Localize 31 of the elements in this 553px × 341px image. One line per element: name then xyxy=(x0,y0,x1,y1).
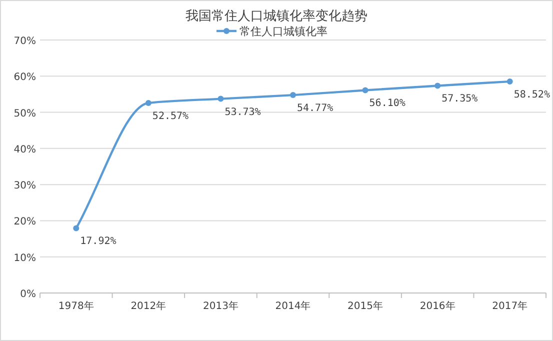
y-tick-label: 10% xyxy=(14,252,36,264)
y-tick-label: 70% xyxy=(14,36,36,47)
point xyxy=(506,78,513,84)
data-label: 53.73% xyxy=(224,106,261,118)
point xyxy=(434,82,441,89)
y-tick-label: 50% xyxy=(14,108,36,120)
data-label: 17.92% xyxy=(80,236,116,248)
data-label: 52.57% xyxy=(152,110,189,122)
data-label: 58.52% xyxy=(514,89,550,100)
x-tick-label: 2015年 xyxy=(348,300,384,312)
chart-title: 我国常住人口城镇化率变化趋势 xyxy=(186,8,368,24)
data-label: 54.77% xyxy=(297,103,334,114)
y-tick-label: 20% xyxy=(14,216,36,228)
x-tick-label: 2013年 xyxy=(202,300,238,312)
point xyxy=(362,87,368,94)
x-tick-label: 1978年 xyxy=(58,300,94,312)
x-tick-label: 2012年 xyxy=(130,300,166,312)
x-tick-label: 2017年 xyxy=(492,300,528,312)
legend-label: 常住人口城镇化率 xyxy=(240,25,328,38)
y-tick-label: 0% xyxy=(20,289,36,300)
point xyxy=(218,96,224,102)
data-label: 57.35% xyxy=(442,94,478,105)
x-tick-label: 2016年 xyxy=(420,300,456,312)
data-label: 56.10% xyxy=(369,98,406,110)
point xyxy=(290,92,296,98)
y-tick-label: 30% xyxy=(14,180,36,192)
point xyxy=(145,100,152,106)
point xyxy=(73,225,80,232)
y-tick-label: 40% xyxy=(14,144,36,156)
x-tick-label: 2014年 xyxy=(275,300,311,312)
y-tick-label: 60% xyxy=(14,72,36,84)
